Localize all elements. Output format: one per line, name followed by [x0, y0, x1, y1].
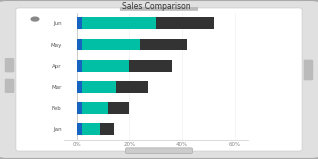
Bar — [82, 60, 129, 72]
Bar — [82, 39, 140, 50]
Bar — [129, 60, 172, 72]
Bar — [82, 102, 108, 114]
Bar — [100, 124, 114, 135]
Bar — [77, 102, 82, 114]
Bar — [82, 17, 156, 29]
Bar — [77, 81, 82, 93]
FancyBboxPatch shape — [120, 7, 198, 11]
Bar — [77, 124, 82, 135]
Bar — [116, 81, 148, 93]
FancyBboxPatch shape — [5, 79, 14, 93]
Bar — [140, 39, 187, 50]
Bar — [156, 17, 214, 29]
FancyBboxPatch shape — [304, 60, 313, 80]
FancyBboxPatch shape — [126, 148, 192, 153]
Bar — [77, 17, 82, 29]
FancyBboxPatch shape — [5, 58, 14, 72]
Circle shape — [31, 17, 39, 21]
Title: Sales Comparison: Sales Comparison — [121, 2, 190, 10]
Bar — [108, 102, 129, 114]
Bar — [82, 81, 116, 93]
Bar — [82, 124, 100, 135]
Bar — [77, 60, 82, 72]
Bar — [77, 39, 82, 50]
FancyBboxPatch shape — [16, 8, 302, 151]
